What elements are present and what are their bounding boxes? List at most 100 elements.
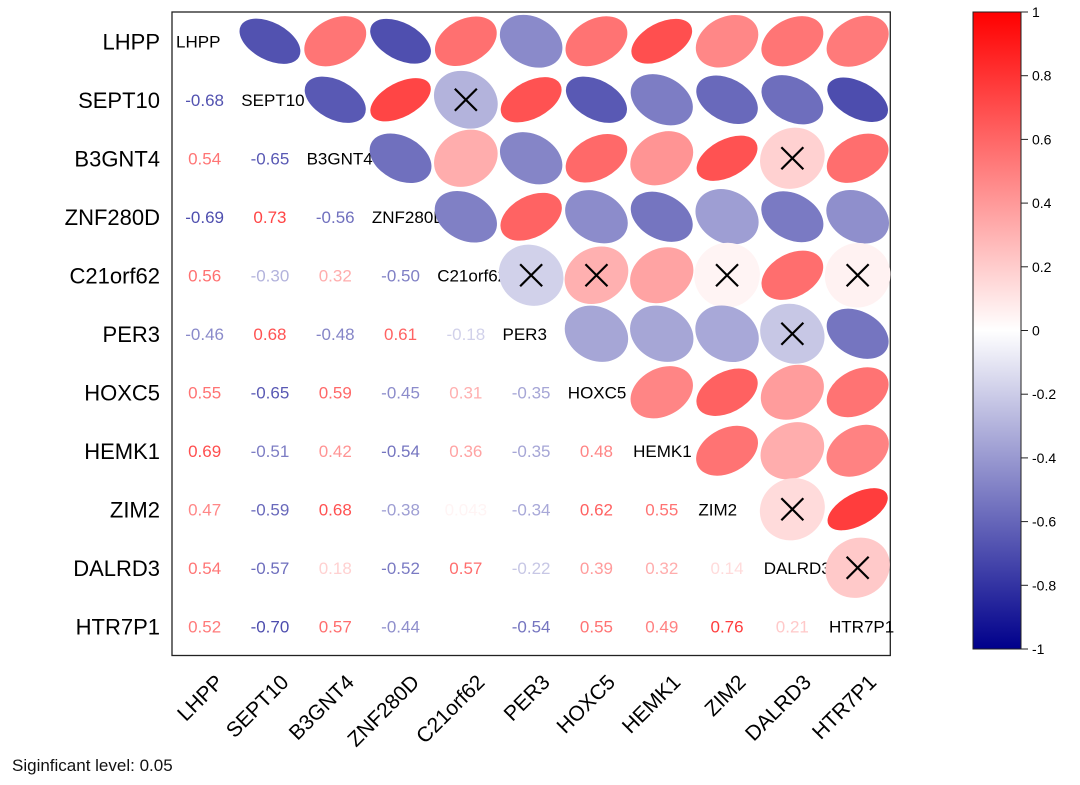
corr-ellipse bbox=[630, 247, 694, 304]
nonsig-cross bbox=[715, 263, 739, 288]
colorbar-tick-label: 0.6 bbox=[1032, 131, 1052, 147]
coef-value: -0.65 bbox=[251, 149, 290, 168]
corr-ellipse bbox=[565, 190, 628, 244]
coef-value: 0.55 bbox=[188, 383, 221, 402]
corr-ellipse bbox=[826, 133, 889, 183]
coef-value: 0.76 bbox=[711, 617, 744, 636]
corr-ellipse bbox=[761, 191, 824, 243]
corr-ellipse bbox=[434, 129, 498, 187]
diagonal-label: HEMK1 bbox=[633, 442, 692, 461]
colorbar-tick-label: 0.2 bbox=[1032, 259, 1052, 275]
colorbar-tick-label: -0.2 bbox=[1032, 386, 1056, 402]
row-label: DALRD3 bbox=[73, 556, 160, 581]
coef-value: 0.57 bbox=[319, 617, 352, 636]
corr-ellipse bbox=[370, 18, 431, 64]
coef-value: 0.73 bbox=[253, 208, 286, 227]
column-label: PER3 bbox=[500, 671, 555, 726]
corr-ellipse bbox=[500, 192, 562, 241]
corr-ellipse bbox=[826, 424, 889, 477]
coef-value: 0.62 bbox=[580, 500, 613, 519]
coef-value: 0.59 bbox=[319, 383, 352, 402]
row-label: HTR7P1 bbox=[76, 614, 160, 639]
corr-ellipse bbox=[499, 14, 563, 68]
corr-ellipse bbox=[630, 366, 693, 419]
row-label: C21orf62 bbox=[69, 263, 160, 288]
corr-ellipse bbox=[304, 76, 366, 123]
coef-value: -0.34 bbox=[512, 500, 551, 519]
colorbar-tick-label: 1 bbox=[1032, 4, 1040, 20]
nonsig-cross bbox=[780, 497, 805, 522]
colorbar-tick-label: 0.4 bbox=[1032, 195, 1052, 211]
nonsig-cross bbox=[845, 555, 870, 580]
colorbar-tick-label: 0.8 bbox=[1032, 68, 1052, 84]
row-label: PER3 bbox=[103, 322, 160, 347]
coef-value: 0.49 bbox=[645, 617, 678, 636]
corr-ellipse bbox=[760, 422, 825, 480]
coef-value: 0.31 bbox=[449, 383, 482, 402]
corr-ellipse bbox=[434, 190, 497, 243]
coef-value: -0.51 bbox=[251, 442, 290, 461]
coef-value: -0.44 bbox=[381, 617, 420, 636]
corr-ellipse bbox=[696, 75, 758, 125]
coef-value: 0.21 bbox=[776, 617, 809, 636]
coef-value: 0.54 bbox=[188, 559, 221, 578]
colorbar-tick-label: -0.6 bbox=[1032, 514, 1056, 530]
coef-value: -0.22 bbox=[512, 559, 551, 578]
colorbar-tick-label: -0.8 bbox=[1032, 577, 1056, 593]
nonsig-cross bbox=[845, 263, 870, 288]
coef-value: -0.57 bbox=[251, 559, 290, 578]
row-label: B3GNT4 bbox=[74, 146, 160, 171]
coef-value: -0.35 bbox=[512, 442, 551, 461]
coef-value: 0.69 bbox=[188, 442, 221, 461]
corr-ellipse bbox=[761, 16, 824, 67]
column-label: DALRD3 bbox=[741, 671, 816, 746]
corr-ellipse bbox=[695, 189, 759, 245]
coef-value: -0.46 bbox=[185, 325, 224, 344]
row-label: ZNF280D bbox=[65, 205, 160, 230]
diagonal-label: SEPT10 bbox=[241, 91, 304, 110]
coef-value: -0.70 bbox=[251, 617, 290, 636]
column-label: HTR7P1 bbox=[808, 671, 881, 744]
corr-ellipse bbox=[304, 16, 367, 67]
corr-ellipse bbox=[630, 74, 693, 126]
coef-value: -0.56 bbox=[316, 208, 355, 227]
column-label: LHPP bbox=[173, 671, 228, 726]
significance-note: Siginficant level: 0.05 bbox=[12, 756, 173, 775]
coef-value: 0.42 bbox=[319, 442, 352, 461]
corr-ellipse bbox=[696, 368, 758, 416]
coef-value: 0.61 bbox=[384, 325, 417, 344]
coef-value: 0.55 bbox=[645, 500, 678, 519]
corr-ellipse bbox=[696, 135, 758, 181]
coef-value: 0.55 bbox=[580, 617, 613, 636]
row-label: LHPP bbox=[103, 29, 160, 54]
diagonal-label: HOXC5 bbox=[568, 383, 627, 402]
corr-ellipse bbox=[631, 18, 693, 64]
coef-value: 0.48 bbox=[580, 442, 613, 461]
diagonal-label: HTR7P1 bbox=[829, 617, 894, 636]
colorbar-tick-label: -1 bbox=[1032, 641, 1045, 657]
corr-ellipse bbox=[696, 425, 758, 476]
coef-value: 0.47 bbox=[188, 500, 221, 519]
coef-value: -0.18 bbox=[446, 325, 485, 344]
coef-value: -0.65 bbox=[251, 383, 290, 402]
diagonal-label: ZIM2 bbox=[698, 500, 737, 519]
corr-ellipse bbox=[565, 76, 627, 123]
corr-ellipse bbox=[499, 132, 563, 185]
coef-value: -0.35 bbox=[512, 383, 551, 402]
corr-ellipse bbox=[565, 133, 628, 183]
corr-ellipse bbox=[761, 75, 824, 125]
colorbar-tick-label: -0.4 bbox=[1032, 450, 1056, 466]
coef-value: -0.69 bbox=[185, 208, 224, 227]
coef-value: 0.36 bbox=[449, 442, 482, 461]
corr-ellipse bbox=[369, 133, 432, 184]
nonsig-cross bbox=[519, 263, 543, 288]
corr-ellipse bbox=[630, 131, 694, 186]
column-label: SEPT10 bbox=[222, 671, 294, 743]
coef-value: 0.32 bbox=[319, 266, 352, 285]
row-label: SEPT10 bbox=[78, 88, 160, 113]
coef-value: 0.56 bbox=[188, 266, 221, 285]
corr-ellipse bbox=[760, 364, 824, 420]
coef-value: 0.39 bbox=[580, 559, 613, 578]
coef-value: 0.32 bbox=[645, 559, 678, 578]
